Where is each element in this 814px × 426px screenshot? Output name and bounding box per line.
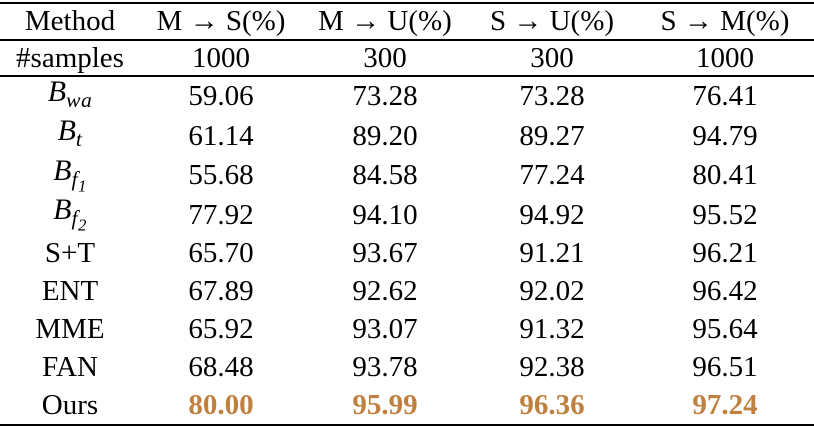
table-row-bf2: Bf2 77.92 94.10 94.92 95.52 <box>0 195 814 234</box>
table-row-ours: Ours 80.00 95.99 96.36 97.24 <box>0 387 814 425</box>
cell-value: 68.48 <box>188 351 254 384</box>
method-name: FAN <box>42 351 98 384</box>
cell-value: 55.68 <box>188 159 254 192</box>
cell-value: 77.92 <box>188 198 254 231</box>
table-row-bwa: Bwa 59.06 73.28 73.28 76.41 <box>0 76 814 116</box>
method-name: Ours <box>41 388 99 421</box>
cell-value-highlighted: 96.36 <box>519 388 585 421</box>
table-row-mme: MME 65.92 93.07 91.32 95.64 <box>0 311 814 349</box>
header-method: Method <box>0 3 140 41</box>
method-name-math: Bf1 <box>53 153 87 196</box>
cell-value: 96.21 <box>692 237 758 270</box>
table-row-st: S+T 65.70 93.67 91.21 96.21 <box>0 235 814 273</box>
cell-value: 73.28 <box>519 80 585 113</box>
cell-value: 95.52 <box>692 198 758 231</box>
cell-value: 92.02 <box>519 275 585 308</box>
method-name: MME <box>35 313 105 346</box>
method-name-math: Bf2 <box>53 193 87 235</box>
cell-value: 77.24 <box>519 159 585 192</box>
header-s-to-m: S → M(%) <box>636 3 814 41</box>
samples-value: 300 <box>302 40 468 77</box>
cell-value: 93.07 <box>352 313 418 346</box>
cell-value: 92.62 <box>352 275 418 308</box>
cell-value: 65.92 <box>188 313 254 346</box>
table-row-ent: ENT 67.89 92.62 92.02 96.42 <box>0 273 814 311</box>
cell-value: 93.78 <box>352 351 418 384</box>
cell-value-highlighted: 97.24 <box>692 388 758 421</box>
method-name-math: Bwa <box>47 75 93 113</box>
samples-value: 300 <box>468 40 636 77</box>
header-s-to-u: S → U(%) <box>468 3 636 41</box>
header-m-to-s: M → S(%) <box>140 3 302 41</box>
cell-value: 93.67 <box>352 237 418 270</box>
cell-value: 91.32 <box>519 313 585 346</box>
table-header-row: Method M → S(%) M → U(%) S → U(%) S → M(… <box>0 3 814 41</box>
method-name-math: Bt <box>57 114 83 152</box>
cell-value: 65.70 <box>188 237 254 270</box>
cell-value: 59.06 <box>188 80 254 113</box>
cell-value: 76.41 <box>692 80 758 113</box>
cell-value: 94.92 <box>519 198 585 231</box>
cell-value-highlighted: 80.00 <box>188 388 254 421</box>
cell-value: 84.58 <box>352 159 418 192</box>
method-name: S+T <box>44 237 96 270</box>
cell-value: 80.41 <box>692 159 758 192</box>
method-name: ENT <box>41 275 99 308</box>
cell-value-highlighted: 95.99 <box>352 388 418 421</box>
table-row-fan: FAN 68.48 93.78 92.38 96.51 <box>0 349 814 387</box>
cell-value: 96.51 <box>692 351 758 384</box>
cell-value: 91.21 <box>519 237 585 270</box>
header-m-to-u: M → U(%) <box>302 3 468 41</box>
cell-value: 73.28 <box>352 80 418 113</box>
cell-value: 94.10 <box>352 198 418 231</box>
cell-value: 95.64 <box>692 313 758 346</box>
cell-value: 94.79 <box>692 119 758 152</box>
cell-value: 89.27 <box>519 119 585 152</box>
cell-value: 67.89 <box>188 275 254 308</box>
table-row-bt: Bt 61.14 89.20 89.27 94.79 <box>0 116 814 155</box>
cell-value: 96.42 <box>692 275 758 308</box>
samples-label: #samples <box>0 40 140 77</box>
samples-value: 1000 <box>636 40 814 77</box>
cell-value: 89.20 <box>352 119 418 152</box>
table-row-bf1: Bf1 55.68 84.58 77.24 80.41 <box>0 153 814 196</box>
samples-value: 1000 <box>140 40 302 77</box>
cell-value: 61.14 <box>188 119 254 152</box>
samples-row: #samples 1000 300 300 1000 <box>0 40 814 77</box>
cell-value: 92.38 <box>519 351 585 384</box>
